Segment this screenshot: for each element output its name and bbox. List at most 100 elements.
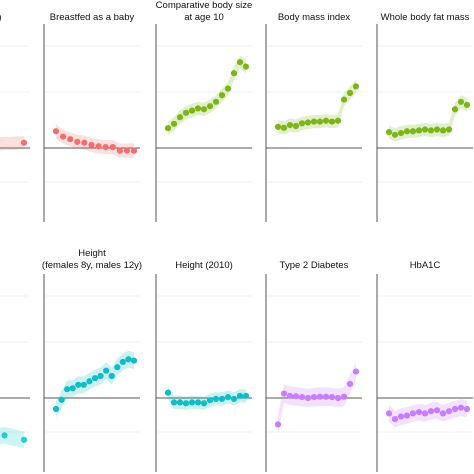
data-point — [403, 128, 411, 135]
data-point — [457, 98, 465, 105]
data-point — [286, 392, 294, 399]
data-point — [421, 126, 429, 133]
confidence-band — [0, 136, 24, 151]
panel-title-line: Height — [78, 248, 106, 259]
data-point — [385, 129, 393, 136]
data-point — [64, 386, 71, 393]
data-point — [298, 394, 306, 401]
data-point — [322, 393, 330, 400]
data-point — [236, 392, 244, 399]
panel-1: Breastfed as a baby — [43, 12, 140, 222]
panel-3: Body mass index — [265, 12, 362, 222]
data-point — [334, 394, 342, 402]
data-point — [451, 405, 459, 413]
data-point — [130, 357, 138, 364]
data-point — [397, 129, 405, 137]
data-point — [409, 128, 417, 135]
data-point — [346, 380, 354, 388]
panel-0: ntadjusted) — [0, 12, 30, 183]
data-point — [230, 70, 238, 77]
data-point — [409, 410, 417, 417]
panel-title-line: Whole body fat mass — [381, 12, 470, 23]
data-point — [439, 127, 447, 134]
data-point — [182, 400, 190, 407]
data-point — [182, 109, 190, 116]
data-point — [310, 394, 318, 401]
data-point — [67, 136, 74, 143]
data-point — [415, 127, 423, 134]
data-point — [352, 83, 360, 90]
data-point — [200, 400, 208, 407]
data-point — [176, 399, 184, 406]
data-point — [212, 395, 220, 402]
data-point — [433, 126, 441, 133]
data-point — [176, 114, 184, 121]
data-point — [280, 124, 288, 131]
data-point — [218, 92, 226, 99]
panel-6: Height(females 8y, males 12y) — [42, 248, 142, 472]
data-point — [91, 375, 99, 382]
panel-4: Whole body fat mass — [376, 12, 473, 222]
data-point — [218, 395, 226, 402]
data-point — [164, 389, 172, 396]
data-point — [58, 396, 65, 403]
data-point — [230, 395, 238, 402]
confidence-band — [168, 55, 246, 135]
panel-8: Type 2 Diabetes — [265, 260, 362, 472]
data-point — [170, 399, 178, 406]
data-point — [433, 407, 441, 414]
data-point — [170, 120, 178, 127]
panel-title-line: adjusted) — [0, 12, 2, 23]
data-point — [97, 372, 104, 380]
data-point — [322, 117, 330, 124]
data-point — [316, 118, 324, 125]
data-point — [206, 103, 214, 110]
data-point — [427, 408, 435, 415]
panel-title-line: at age 10 — [184, 12, 224, 23]
data-point — [310, 118, 318, 125]
confidence-band — [278, 362, 356, 434]
data-point — [206, 397, 214, 404]
data-point — [352, 368, 360, 375]
data-point — [280, 390, 288, 397]
data-point — [108, 372, 115, 380]
data-point — [334, 117, 342, 124]
data-point — [457, 404, 465, 411]
panel-title-line: Breastfed as a baby — [50, 12, 135, 23]
data-point — [328, 118, 336, 125]
data-point — [451, 106, 459, 113]
data-point — [304, 394, 312, 402]
data-point — [81, 139, 88, 146]
data-point — [116, 147, 123, 154]
panel-5: enceult) — [0, 295, 30, 449]
data-point — [391, 131, 399, 138]
data-point — [80, 381, 87, 388]
panel-title-line: HbA1C — [410, 260, 441, 271]
data-point — [194, 105, 202, 112]
panel-title-line: Body mass index — [278, 12, 351, 23]
data-point — [194, 399, 202, 406]
data-point — [224, 394, 232, 401]
confidence-band — [0, 427, 24, 449]
data-point — [188, 107, 196, 114]
data-point — [316, 393, 324, 400]
panel-7: Height (2010) — [155, 260, 252, 472]
data-point — [20, 436, 28, 443]
data-point — [328, 394, 336, 401]
data-point — [242, 392, 250, 399]
panel-title-line: Height (2010) — [175, 260, 233, 271]
data-point — [212, 98, 220, 105]
data-point — [188, 399, 196, 406]
data-point — [340, 393, 348, 400]
data-point — [397, 413, 405, 420]
data-point — [274, 421, 282, 428]
data-point — [463, 101, 471, 108]
data-point — [1, 432, 8, 439]
data-point — [74, 138, 81, 145]
data-point — [130, 147, 138, 154]
data-point — [20, 139, 28, 146]
data-point — [125, 356, 132, 363]
data-point — [292, 122, 300, 130]
data-point — [75, 381, 82, 388]
